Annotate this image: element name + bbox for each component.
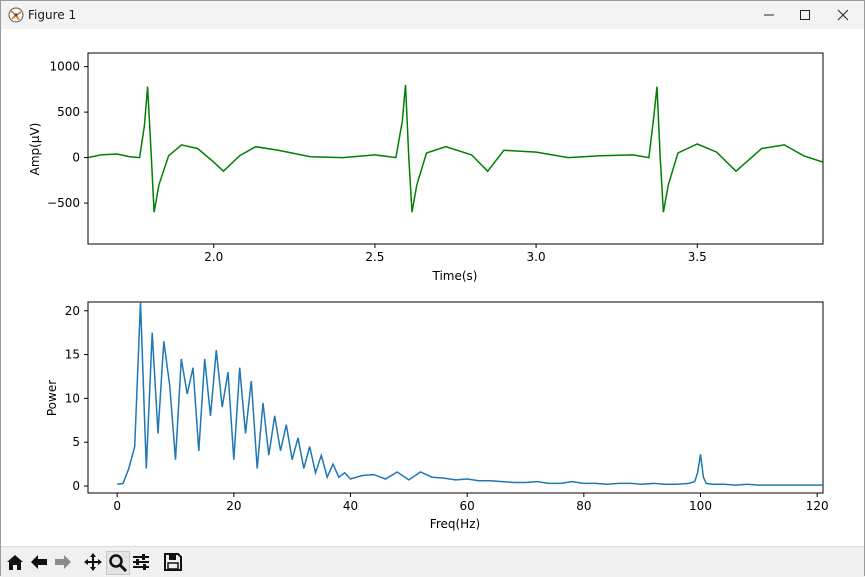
save-disk-icon xyxy=(164,553,182,571)
psd-axes-frame xyxy=(87,301,824,494)
ecg-ylabel: Amp(µV) xyxy=(28,123,42,176)
back-arrow-icon xyxy=(31,555,47,569)
zoom-button[interactable] xyxy=(106,551,130,575)
forward-arrow-icon xyxy=(55,555,71,569)
pan-move-icon xyxy=(84,553,102,571)
ecg-xtick-label: 2.5 xyxy=(365,250,384,264)
psd-xtick-label: 40 xyxy=(343,499,358,513)
ecg-ytick-label: 0 xyxy=(72,151,80,165)
psd-xtick-label: 80 xyxy=(576,499,591,513)
pan-button[interactable] xyxy=(82,551,104,573)
window-title: Figure 1 xyxy=(28,8,77,22)
matplotlib-figure-icon xyxy=(8,7,24,23)
ecg-xtick-label: 3.0 xyxy=(527,250,546,264)
ecg-axes[interactable]: 2.0 2.5 3.0 3.5 1000 500 0 −500 Time(s) Amp(µV) xyxy=(28,52,824,283)
psd-xtick-label: 0 xyxy=(113,499,121,513)
ecg-xlabel: Time(s) xyxy=(432,269,478,283)
maximize-icon xyxy=(800,10,810,20)
configure-subplots-button[interactable] xyxy=(130,551,152,573)
psd-xtick-label: 120 xyxy=(806,499,829,513)
title-bar[interactable]: Figure 1 xyxy=(1,1,864,29)
ecg-xtick-label: 2.0 xyxy=(204,250,223,264)
ecg-ytick-label: 1000 xyxy=(49,60,80,74)
maximize-button[interactable] xyxy=(787,1,823,29)
forward-button[interactable] xyxy=(52,551,74,573)
zoom-magnifier-icon xyxy=(109,554,128,573)
psd-ytick-label: 10 xyxy=(65,391,80,405)
minimize-icon xyxy=(764,14,774,16)
psd-ytick-label: 20 xyxy=(65,304,80,318)
psd-xtick-label: 20 xyxy=(226,499,241,513)
home-icon xyxy=(7,555,23,570)
close-icon xyxy=(837,9,849,21)
save-button[interactable] xyxy=(162,551,184,573)
psd-ylabel: Power xyxy=(45,380,59,416)
ecg-ytick-label: −500 xyxy=(47,196,80,210)
psd-ytick-label: 0 xyxy=(72,479,80,493)
psd-xtick-label: 100 xyxy=(689,499,712,513)
ecg-ytick-label: 500 xyxy=(57,105,80,119)
psd-ytick-label: 15 xyxy=(65,348,80,362)
psd-axes[interactable]: 0 20 40 60 80 100 120 20 15 10 5 0 Freq(Hz) Power xyxy=(45,301,829,531)
psd-xlabel: Freq(Hz) xyxy=(430,517,480,531)
figure-canvas[interactable]: 2.0 2.5 3.0 3.5 1000 500 0 −500 Time(s) Amp(µV)… xyxy=(1,29,864,545)
back-button[interactable] xyxy=(28,551,50,573)
configure-subplots-icon xyxy=(133,554,149,570)
close-button[interactable] xyxy=(825,1,861,29)
home-button[interactable] xyxy=(4,551,26,573)
ecg-xtick-label: 3.5 xyxy=(688,250,707,264)
psd-ytick-label: 5 xyxy=(72,435,80,449)
psd-series-line xyxy=(117,301,823,486)
psd-axes-ticks: 0 20 40 60 80 100 120 20 15 10 5 0 xyxy=(65,304,829,513)
ecg-axes-ticks: 2.0 2.5 3.0 3.5 1000 500 0 −500 xyxy=(47,60,707,264)
ecg-axes-frame xyxy=(87,52,824,245)
navigation-toolbar xyxy=(1,546,864,577)
minimize-button[interactable] xyxy=(751,1,787,29)
ecg-series-line xyxy=(87,84,824,213)
psd-xtick-label: 60 xyxy=(460,499,475,513)
